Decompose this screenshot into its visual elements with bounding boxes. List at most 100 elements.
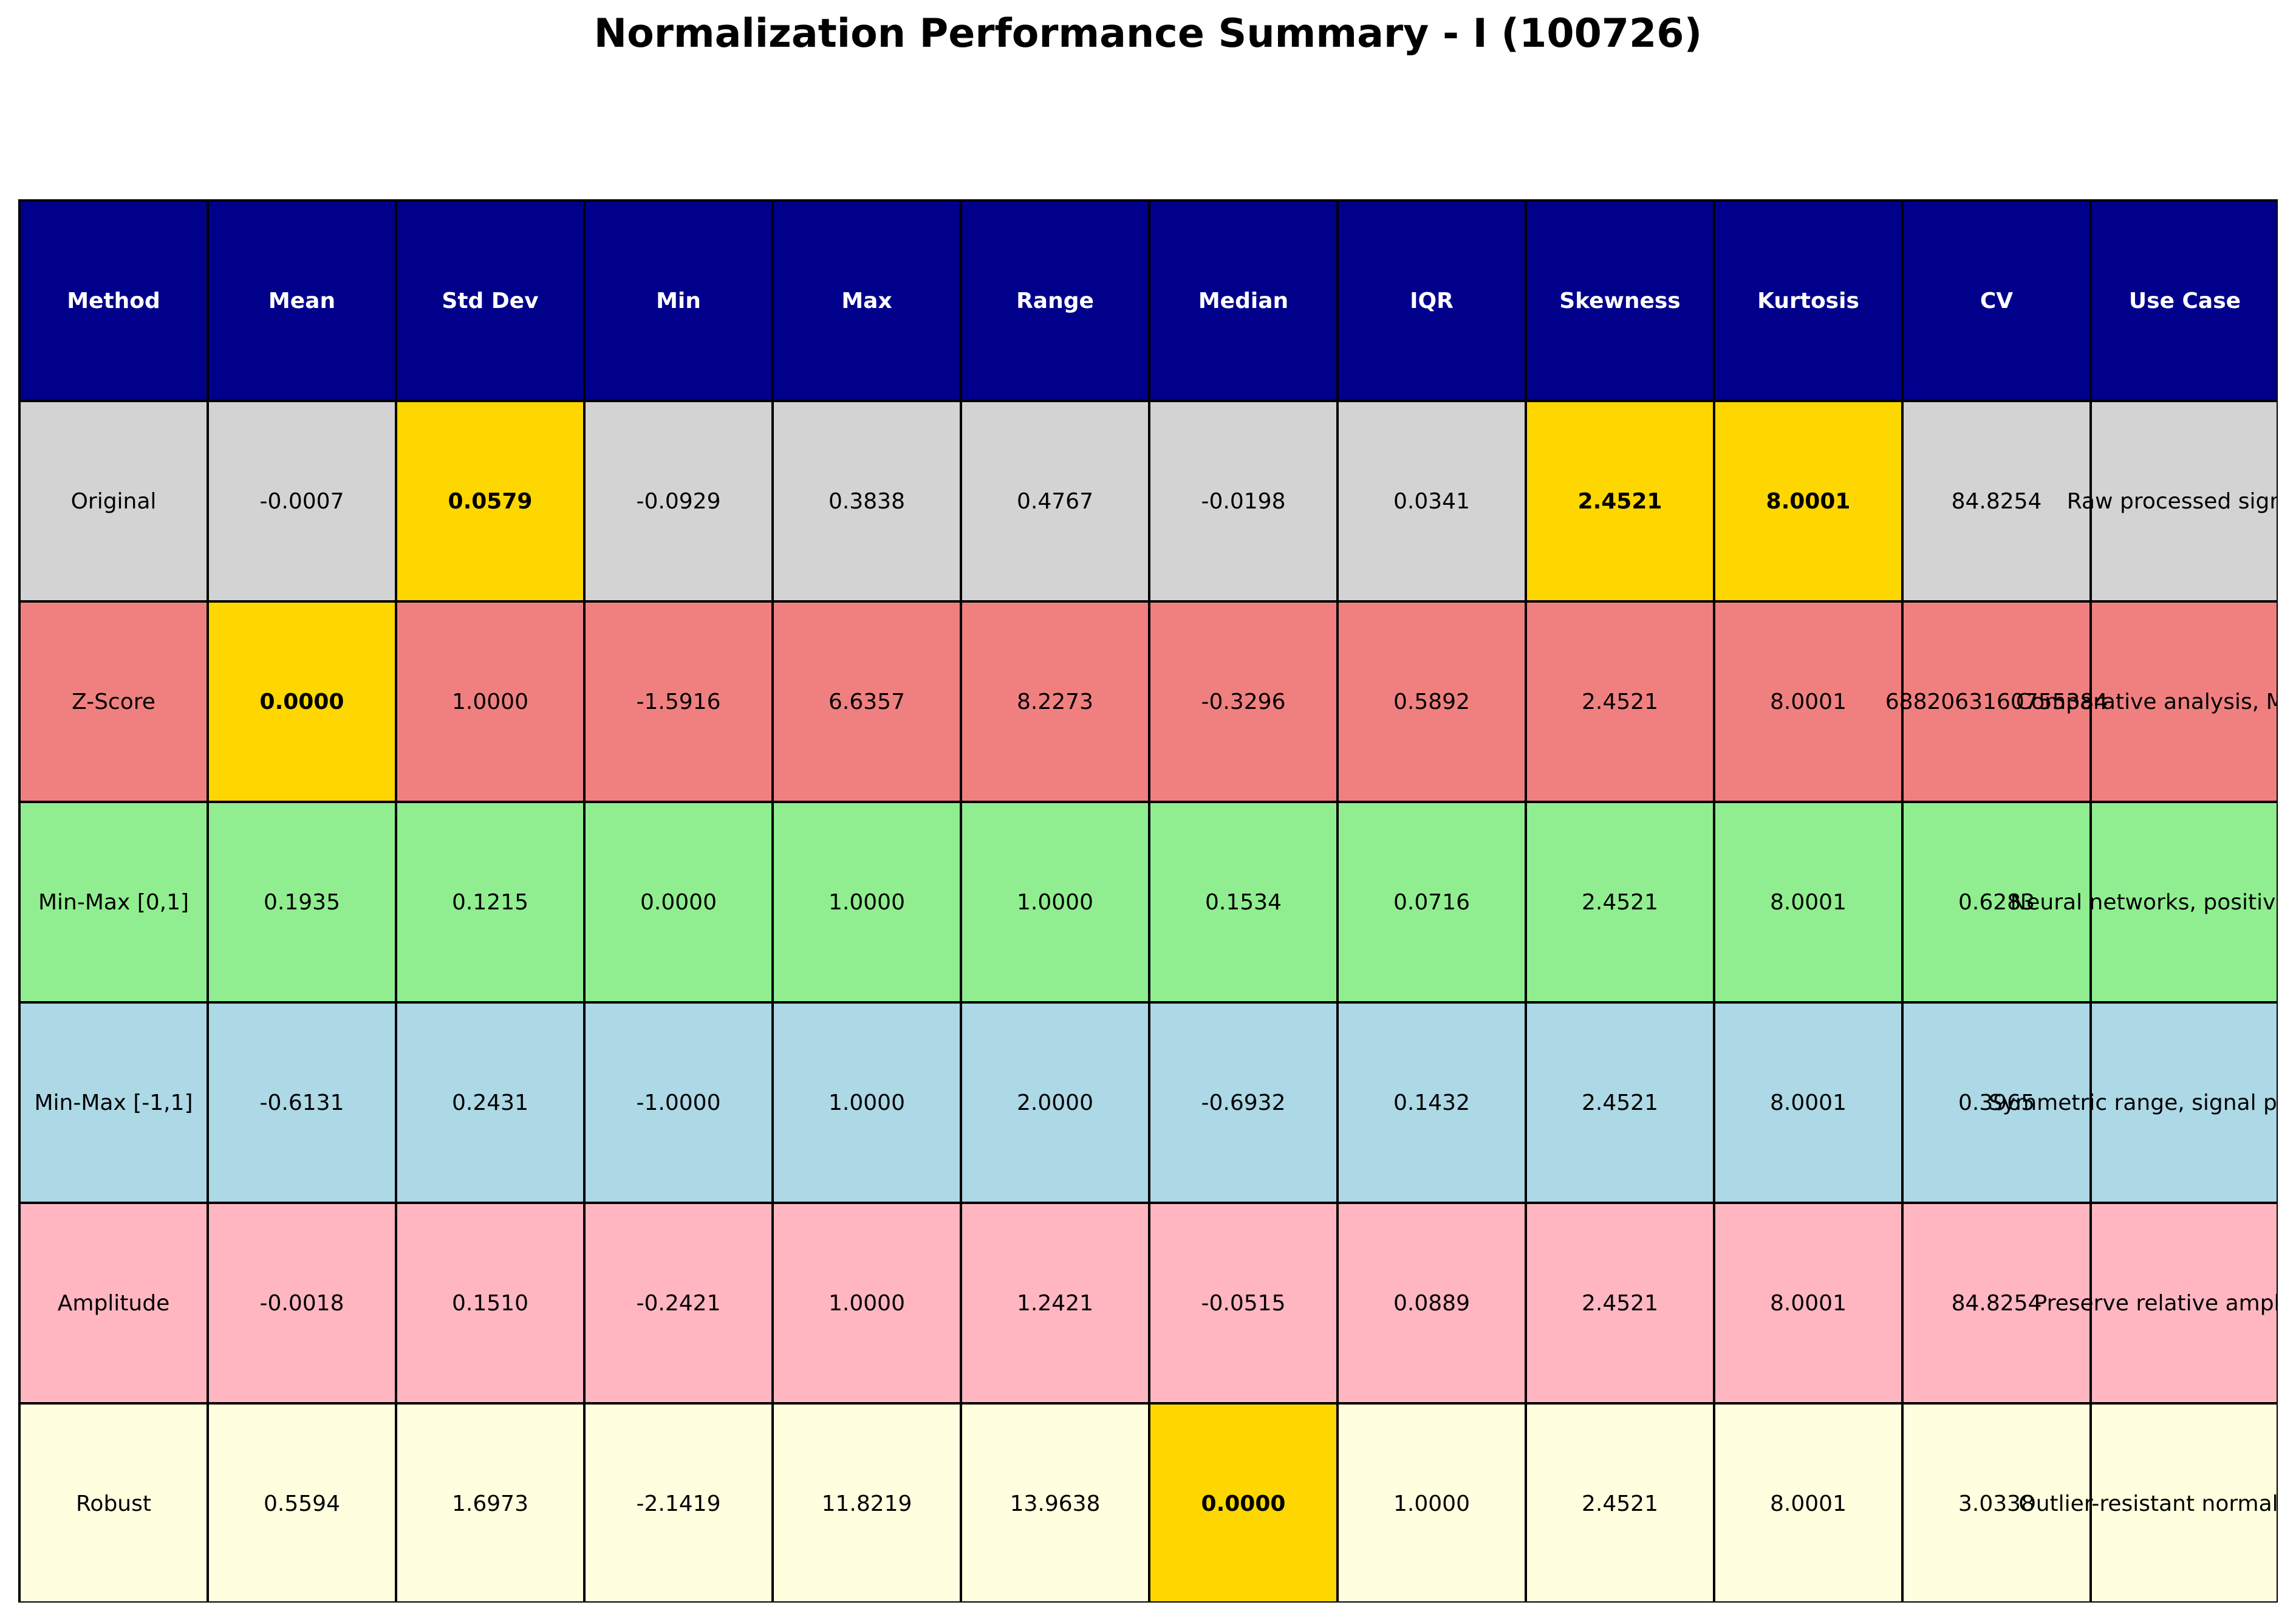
cell-amplitude-min: -0.2421 (584, 1203, 773, 1403)
cell-zscore-mean: 0.0000 (208, 601, 396, 802)
cell-value: 0.2431 (452, 1090, 528, 1115)
header-skewness: Skewness (1526, 200, 1714, 401)
cell-value: -0.3296 (1201, 689, 1286, 714)
cell-value: Preserve relative amplitude (2034, 1290, 2278, 1316)
cell-value: -0.6932 (1201, 1090, 1286, 1115)
cell-value: 2.4521 (1582, 1491, 1658, 1516)
cell-amplitude-range: 1.2421 (961, 1203, 1149, 1403)
cell-value: -0.6131 (259, 1090, 344, 1115)
cell-original-min: -0.0929 (584, 401, 773, 601)
cell-robust-cv: 3.0338 (1902, 1403, 2091, 1601)
cell-value: 1.2421 (1017, 1290, 1093, 1316)
cell-value: Robust (76, 1491, 151, 1516)
cell-value: 1.0000 (1393, 1491, 1470, 1516)
cell-robust-median: 0.0000 (1149, 1403, 1338, 1601)
chart-title: Normalization Performance Summary - I (1… (593, 11, 1703, 56)
cell-minmax11-skewness: 2.4521 (1526, 1002, 1714, 1203)
cell-value: Min-Max [0,1] (38, 889, 190, 915)
cell-robust-iqr: 1.0000 (1338, 1403, 1526, 1601)
cell-value: -0.2421 (636, 1290, 721, 1316)
cell-value: 1.0000 (829, 889, 905, 915)
cell-minmax01-min: 0.0000 (584, 802, 773, 1002)
cell-amplitude-mean: -0.0018 (208, 1203, 396, 1403)
header-label: Max (841, 288, 892, 313)
cell-value: Min-Max [-1,1] (34, 1090, 193, 1115)
header-label: Range (1016, 288, 1094, 313)
cell-minmax01-std-dev: 0.1215 (396, 802, 584, 1002)
cell-value: 1.0000 (829, 1290, 905, 1316)
cell-amplitude-median: -0.0515 (1149, 1203, 1338, 1403)
cell-value: -0.0007 (259, 488, 344, 514)
cell-original-max: 0.3838 (773, 401, 961, 601)
cell-amplitude-iqr: 0.0889 (1338, 1203, 1526, 1403)
cell-zscore-cv: 6882063160755384 (1885, 601, 2108, 802)
cell-minmax01-iqr: 0.0716 (1338, 802, 1526, 1002)
cell-value: Neural networks, positive range (2010, 889, 2277, 915)
cell-robust-min: -2.1419 (584, 1403, 773, 1601)
cell-value: 13.9638 (1010, 1491, 1101, 1516)
cell-value: Amplitude (57, 1290, 170, 1316)
cell-minmax01-cv: 0.6283 (1902, 802, 2091, 1002)
cell-robust-method: Robust (19, 1403, 208, 1601)
cell-zscore-iqr: 0.5892 (1338, 601, 1526, 802)
header-label: Mean (268, 288, 336, 313)
cell-value: 1.0000 (452, 689, 528, 714)
cell-value: Outlier-resistant normalization (2018, 1491, 2278, 1516)
cell-value: 2.4521 (1582, 889, 1658, 915)
cell-zscore-method: Z-Score (19, 601, 208, 802)
cell-original-median: -0.0198 (1149, 401, 1338, 601)
cell-value: 0.3965 (1958, 1090, 2035, 1115)
cell-value: Z-Score (72, 689, 155, 714)
cell-minmax01-median: 0.1534 (1149, 802, 1338, 1002)
cell-minmax11-use-case: Symmetric range, signal processing (1989, 1002, 2277, 1203)
header-label: Median (1198, 288, 1289, 313)
cell-value: 1.0000 (1017, 889, 1093, 915)
cell-amplitude-cv: 84.8254 (1902, 1203, 2091, 1403)
cell-robust-max: 11.8219 (773, 1403, 961, 1601)
cell-original-use-case: Raw processed signal (2067, 401, 2277, 601)
cell-value: 0.0341 (1393, 488, 1470, 514)
cell-value: 0.1935 (264, 889, 340, 915)
cell-original-method: Original (19, 401, 208, 601)
cell-value: 0.0000 (640, 889, 717, 915)
cell-robust-mean: 0.5594 (208, 1403, 396, 1601)
cell-value: 0.4767 (1017, 488, 1093, 514)
header-std-dev: Std Dev (396, 200, 584, 401)
cell-original-std-dev: 0.0579 (396, 401, 584, 601)
cell-minmax01-range: 1.0000 (961, 802, 1149, 1002)
cell-amplitude-kurtosis: 8.0001 (1714, 1203, 1902, 1403)
cell-value: 0.1432 (1393, 1090, 1470, 1115)
cell-value: 0.1534 (1205, 889, 1282, 915)
cell-minmax01-max: 1.0000 (773, 802, 961, 1002)
cell-original-cv: 84.8254 (1902, 401, 2091, 601)
cell-minmax11-range: 2.0000 (961, 1002, 1149, 1203)
cell-value: 6882063160755384 (1885, 689, 2108, 714)
header-range: Range (961, 200, 1149, 401)
cell-amplitude-std-dev: 0.1510 (396, 1203, 584, 1403)
cell-original-skewness: 2.4521 (1526, 401, 1714, 601)
header-mean: Mean (208, 200, 396, 401)
cell-value: Raw processed signal (2066, 488, 2277, 514)
cell-robust-use-case: Outlier-resistant normalization (2018, 1403, 2277, 1601)
header-label: Min (656, 288, 701, 313)
cell-minmax11-kurtosis: 8.0001 (1714, 1002, 1902, 1203)
cell-value: 0.5594 (264, 1491, 340, 1516)
cell-value: 0.0889 (1393, 1290, 1470, 1316)
header-label: Method (67, 288, 160, 313)
summary-table: Method Mean Std Dev Min Max Range Median IQR Ske… (18, 199, 2278, 1603)
cell-minmax11-iqr: 0.1432 (1338, 1002, 1526, 1203)
cell-value: -1.5916 (636, 689, 721, 714)
cell-amplitude-max: 1.0000 (773, 1203, 961, 1403)
header-max: Max (773, 200, 961, 401)
cell-minmax11-method: Min-Max [-1,1] (19, 1002, 208, 1203)
cell-minmax11-min: -1.0000 (584, 1002, 773, 1203)
cell-value: 1.6973 (452, 1491, 528, 1516)
cell-zscore-std-dev: 1.0000 (396, 601, 584, 802)
cell-value: 8.0001 (1766, 488, 1851, 514)
cell-amplitude-skewness: 2.4521 (1526, 1203, 1714, 1403)
cell-zscore-range: 8.2273 (961, 601, 1149, 802)
cell-value: 2.4521 (1582, 1090, 1658, 1115)
cell-value: 8.0001 (1770, 1290, 1847, 1316)
cell-original-kurtosis: 8.0001 (1714, 401, 1902, 601)
cell-minmax01-method: Min-Max [0,1] (19, 802, 208, 1002)
